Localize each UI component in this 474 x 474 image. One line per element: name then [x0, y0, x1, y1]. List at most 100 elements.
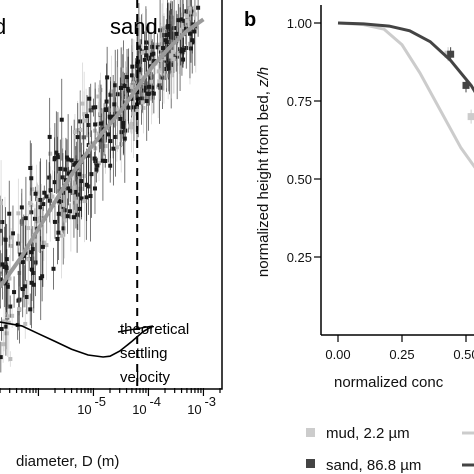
scatter-point	[12, 290, 17, 295]
theoretical-settling-velocity-curve	[0, 321, 154, 358]
scatter-point	[56, 230, 61, 235]
scatter-point	[68, 188, 73, 193]
scatter-point	[100, 158, 105, 163]
scatter-point	[108, 139, 113, 144]
scatter-point	[33, 260, 38, 265]
scatter-point	[8, 304, 13, 309]
scatter-point	[36, 216, 41, 221]
scatter-point	[119, 142, 124, 147]
scatter-point	[18, 252, 23, 257]
scatter-point	[113, 134, 118, 139]
scatter-point	[92, 186, 97, 191]
scatter-point	[52, 219, 57, 224]
scatter-point	[48, 188, 53, 193]
scatter-point	[54, 150, 59, 155]
scatter-point	[161, 46, 166, 51]
panel-b: b 0.25 0.50 0.75 1.00 0.00 0.25 0.50 normalize…	[244, 5, 474, 474]
scatter-point	[184, 9, 189, 14]
scatter-point	[144, 99, 149, 104]
scatter-point	[44, 194, 49, 199]
scatter-point	[52, 157, 57, 162]
scatter-point	[158, 46, 163, 51]
scatter-point	[29, 267, 34, 272]
scatter-point	[109, 89, 114, 94]
scatter-point	[0, 269, 3, 274]
scatter-point	[33, 238, 38, 243]
scatter-point	[140, 50, 145, 55]
scatter-point	[0, 355, 3, 360]
scatter-point	[180, 12, 185, 17]
scatter-point	[28, 307, 33, 312]
scatter-point	[179, 22, 184, 27]
region-label-sand: sand	[110, 14, 158, 39]
scatter-point	[59, 233, 64, 238]
scatter-point	[0, 201, 4, 206]
series-point	[447, 50, 455, 58]
series-line-sand	[337, 21, 474, 93]
scatter-point	[4, 257, 9, 262]
scatter-point	[94, 167, 99, 172]
scatter-point	[115, 107, 120, 112]
scatter-point	[88, 108, 93, 113]
scatter-point	[87, 96, 92, 101]
scatter-point	[55, 155, 60, 160]
x-tick-exponent: -4	[149, 394, 161, 409]
x-tick-label: 10	[132, 402, 146, 417]
scatter-point	[181, 48, 186, 53]
scatter-point	[130, 64, 135, 69]
scatter-point	[47, 175, 52, 180]
scatter-point	[0, 277, 3, 282]
panel-b-y-axis-title: normalized height from bed, z/h	[255, 67, 272, 277]
scatter-point	[77, 172, 82, 177]
scatter-point	[29, 280, 34, 285]
scatter-point	[5, 314, 10, 319]
scatter-point	[79, 179, 84, 184]
scatter-point	[192, 12, 197, 17]
scatter-point	[113, 83, 118, 88]
legend-swatch-sand	[306, 459, 315, 468]
scatter-point	[35, 197, 40, 202]
scatter-point	[50, 194, 55, 199]
x-tick-label: 0.25	[389, 347, 414, 362]
scatter-point	[60, 190, 65, 195]
scatter-point	[5, 284, 10, 289]
scatter-point	[89, 172, 94, 177]
scatter-point	[142, 57, 147, 62]
scatter-point	[10, 313, 15, 318]
scatter-point	[4, 331, 9, 336]
scatter-point	[93, 122, 98, 127]
scatter-point	[162, 56, 167, 61]
scatter-point	[82, 118, 87, 123]
scatter-point	[88, 194, 93, 199]
scatter-point	[84, 195, 89, 200]
scatter-point	[26, 226, 31, 231]
scatter-point	[178, 17, 183, 22]
scatter-point	[104, 108, 109, 113]
scatter-point	[23, 216, 28, 221]
annotation-line-1: theoretical	[120, 321, 189, 338]
legend-label-sand: sand, 86.8 µm	[326, 457, 421, 474]
x-tick-label: 10	[77, 402, 91, 417]
scatter-point	[73, 189, 78, 194]
scatter-point	[136, 45, 141, 50]
annotation-line-3: velocity	[120, 369, 171, 386]
scatter-point	[178, 49, 183, 54]
scatter-point	[129, 84, 134, 89]
scatter-point	[26, 257, 31, 262]
scatter-point	[20, 287, 25, 292]
scatter-point	[6, 320, 11, 325]
scatter-point	[91, 105, 96, 110]
panel-a-x-axis-title: diameter, D (m)	[16, 453, 119, 470]
scatter-point	[66, 157, 71, 162]
panel-b-letter: b	[244, 9, 256, 31]
scatter-point	[0, 267, 3, 272]
scatter-point	[190, 38, 195, 43]
series-point	[467, 113, 474, 121]
scatter-point	[72, 129, 77, 134]
scatter-point	[177, 27, 182, 32]
scatter-point	[47, 134, 52, 139]
scatter-point	[38, 197, 43, 202]
legend: mud, 2.2 µm sand, 86.8 µm	[306, 425, 474, 474]
scatter-point	[40, 244, 45, 249]
scatter-point	[30, 187, 35, 192]
